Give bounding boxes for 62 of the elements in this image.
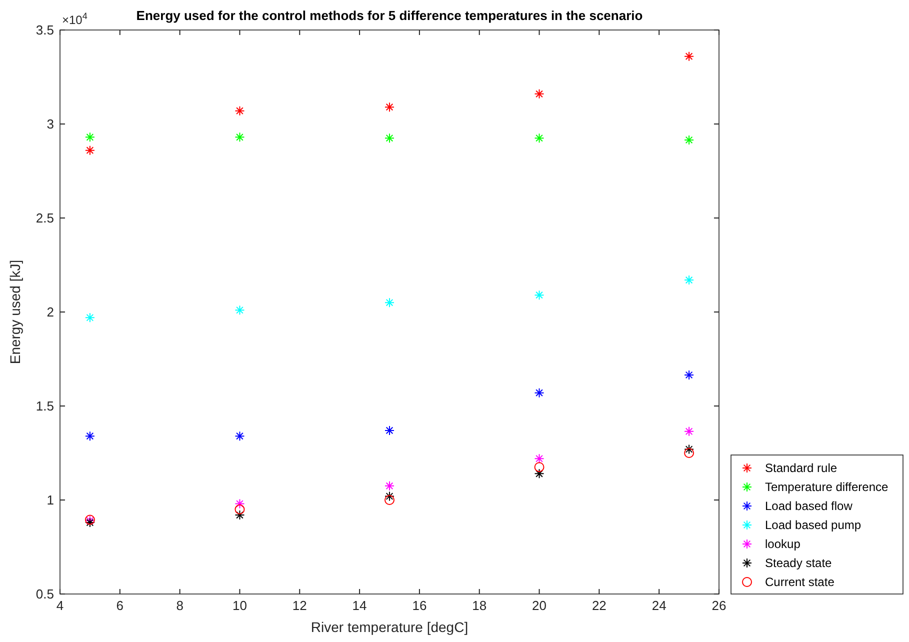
x-tick-label: 16 [412,598,427,613]
legend-label: Temperature difference [765,480,889,494]
y-tick-label: 1.5 [36,398,54,414]
point [234,510,245,520]
legend-label: Load based flow [765,499,853,514]
point [234,106,245,116]
legend-label: lookup [765,537,801,552]
point [384,495,394,505]
point [384,480,394,491]
point [684,370,694,380]
point [684,444,694,454]
point [384,491,394,502]
y-tick-label: 3.5 [36,22,54,38]
point [384,425,394,436]
x-tick-label: 18 [472,598,487,613]
legend-label: Standard rule [765,461,838,476]
x-tick-label: 26 [712,598,726,613]
point [534,133,544,144]
point [384,102,394,112]
point [534,88,544,99]
x-tick-label: 14 [352,598,367,613]
point [234,132,245,142]
point [234,431,245,442]
point [684,448,694,458]
point [534,462,544,472]
x-tick-label: 4 [56,598,64,613]
x-tick-label: 22 [592,598,606,613]
chart-title: Energy used for the control methods for 5 difference temperatures in the scenario [136,8,643,23]
legend-label: Steady state [765,556,832,570]
point [384,133,394,144]
legend-label: Load based pump [765,518,862,532]
x-tick-label: 10 [232,598,247,613]
y-tick-label: 0.5 [36,586,54,602]
point [684,275,694,286]
x-axis-title: River temperature [degC] [310,619,468,635]
x-tick-label: 6 [116,598,124,613]
point [384,298,394,308]
point [534,388,544,398]
point [534,468,544,479]
point [84,431,95,442]
point [534,454,544,464]
y-tick-label: 2.5 [36,210,54,226]
point [534,290,544,300]
y-tick-label: 1 [46,492,54,508]
point [84,312,95,323]
legend-label: Current state [765,575,835,590]
text: ×10$^{4}$ [62,11,88,27]
x-tick-label: 8 [176,598,184,613]
x-tick-label: 12 [292,598,307,613]
point [684,51,694,62]
point [84,145,95,156]
point [684,134,694,145]
point [84,132,95,142]
y-tick-label: 3 [46,116,54,132]
x-tick-label: 20 [532,598,547,613]
point [234,504,245,514]
point [234,498,245,509]
y-tick-label: 2 [46,304,54,320]
x-tick-label: 24 [652,598,666,613]
y-axis-title: Energy used [kJ] [7,260,23,364]
point [234,305,245,316]
point [684,426,694,436]
